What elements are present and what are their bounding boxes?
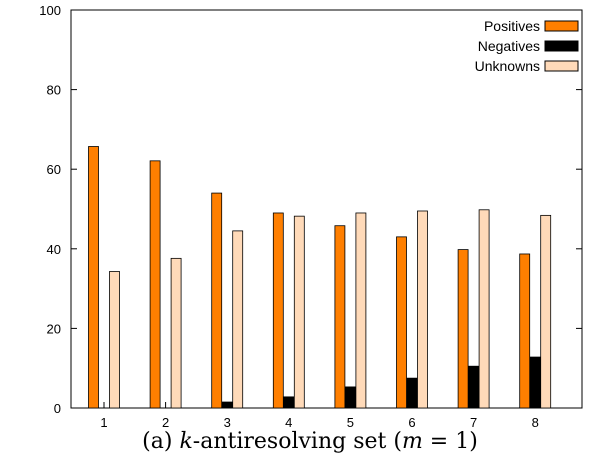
- x-tick-label: 3: [224, 415, 231, 430]
- x-tick-label: 7: [470, 415, 477, 430]
- bar-positives-3: [211, 192, 223, 409]
- bar-unknowns-4: [293, 215, 305, 409]
- bar-negatives-5: [344, 386, 356, 409]
- bar-positives-4: [272, 212, 284, 409]
- bar-positives-6: [396, 236, 407, 409]
- chart-caption: (a) k-antiresolving set (m = 1): [142, 429, 478, 454]
- bar-unknowns-5: [355, 212, 367, 409]
- legend-swatch: [544, 60, 579, 72]
- bar-negatives-3: [221, 401, 233, 409]
- bar-unknowns-7: [478, 209, 490, 409]
- bar-positives-8: [519, 253, 531, 409]
- y-tick-label: 20: [47, 321, 61, 336]
- y-tick-label: 100: [39, 3, 61, 18]
- bar-positives-7: [457, 249, 469, 409]
- x-tick-label: 1: [100, 415, 107, 430]
- legend-swatch: [544, 20, 579, 32]
- x-tick-label: 8: [532, 415, 539, 430]
- legend-label: Positives: [484, 18, 540, 34]
- x-tick-label: 4: [285, 415, 292, 430]
- legend-swatch: [544, 40, 579, 52]
- x-tick-label: 6: [408, 415, 415, 430]
- bar-negatives-4: [283, 396, 295, 409]
- plot-frame: [70, 9, 583, 409]
- bar-unknowns-8: [540, 214, 552, 409]
- bar-positives-5: [334, 225, 346, 409]
- x-tick-label: 5: [347, 415, 354, 430]
- bar-negatives-7: [468, 365, 480, 409]
- bar-positives-1: [88, 146, 99, 409]
- y-tick-label: 60: [47, 162, 61, 177]
- legend-label: Unknowns: [475, 58, 540, 74]
- legend: Positives Negatives Unknowns: [475, 18, 579, 74]
- y-tick-label: 80: [47, 83, 61, 98]
- legend-label: Negatives: [478, 38, 540, 54]
- y-axis: 0 20 40 60 80 100: [39, 3, 582, 416]
- x-tick-label: 2: [162, 415, 169, 430]
- bar-negatives-8: [529, 356, 541, 409]
- bar-negatives-6: [406, 377, 418, 409]
- bar-unknowns-3: [232, 230, 244, 409]
- bar-positives-2: [149, 160, 161, 409]
- y-tick-label: 0: [54, 401, 61, 416]
- bar-unknowns-1: [109, 271, 120, 409]
- x-axis: 1 2 3 4 5 6 7 8: [100, 402, 539, 430]
- y-tick-label: 40: [47, 242, 61, 257]
- bars: [88, 146, 552, 409]
- bar-unknowns-2: [170, 257, 182, 409]
- bar-unknowns-6: [417, 210, 428, 409]
